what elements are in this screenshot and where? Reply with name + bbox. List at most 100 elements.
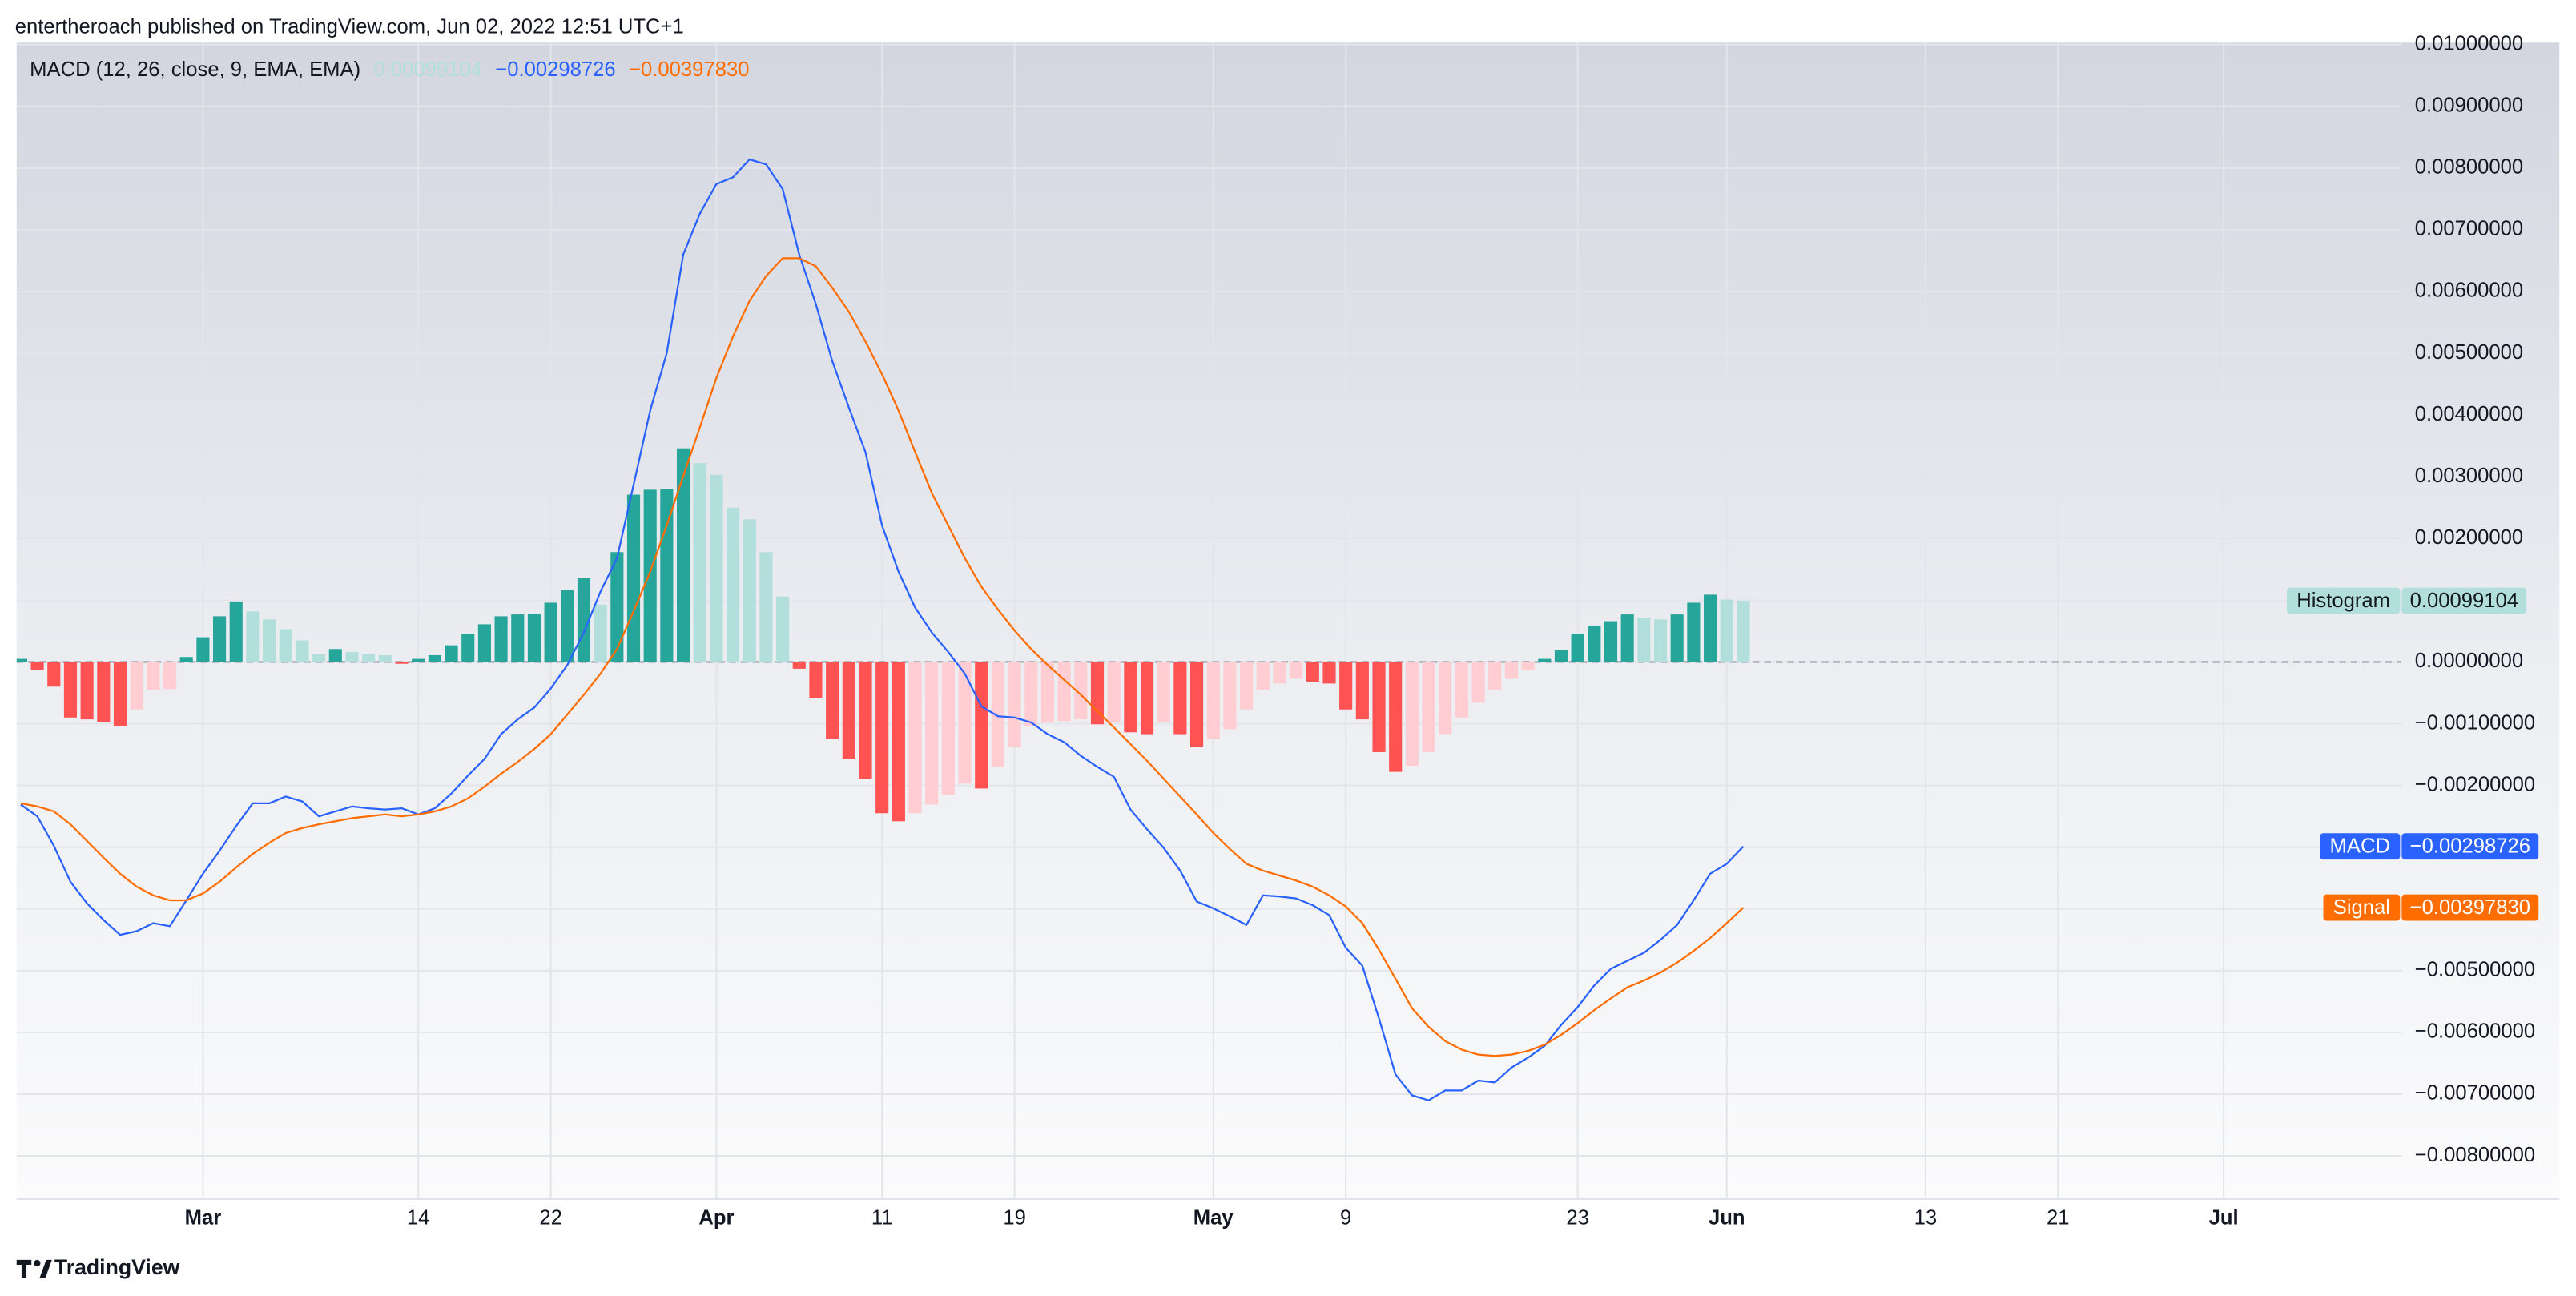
badge-value-box bbox=[2401, 833, 2539, 860]
histogram-bar bbox=[477, 624, 491, 662]
histogram-bar bbox=[1024, 662, 1038, 726]
plot bbox=[16, 158, 2402, 1101]
x-tick-label: Jun bbox=[1709, 1206, 1745, 1229]
badge-name: Signal bbox=[2333, 896, 2390, 919]
histogram-bar bbox=[626, 494, 641, 662]
histogram-bar bbox=[941, 662, 955, 795]
histogram-bar bbox=[163, 662, 177, 690]
legend-value: −0.00298726 bbox=[495, 58, 615, 81]
histogram-bar bbox=[1040, 662, 1055, 722]
histogram-bar bbox=[1256, 662, 1270, 690]
histogram-bar bbox=[1620, 614, 1634, 662]
badge-name-box bbox=[2286, 587, 2401, 614]
histogram-bar bbox=[1273, 662, 1286, 684]
histogram-bar bbox=[1571, 634, 1584, 662]
header-text: entertheroach published on TradingView.c… bbox=[15, 16, 684, 38]
histogram-bar bbox=[47, 662, 61, 687]
histogram-bar bbox=[1223, 662, 1237, 730]
histogram-bar bbox=[660, 489, 674, 662]
histogram-bar bbox=[1074, 662, 1088, 720]
histogram-bar bbox=[826, 662, 839, 739]
histogram-bar bbox=[1107, 662, 1121, 722]
histogram-bar bbox=[296, 640, 309, 662]
histogram-bar bbox=[1124, 662, 1137, 733]
badge-value-box bbox=[2401, 587, 2527, 614]
plot-background bbox=[16, 42, 2560, 1200]
histogram-bar bbox=[842, 662, 855, 759]
x-tick-label: Apr bbox=[698, 1206, 734, 1229]
logo-dot bbox=[34, 1259, 41, 1267]
histogram-bar bbox=[1057, 662, 1071, 722]
histogram-bar bbox=[975, 662, 988, 789]
histogram-bar bbox=[1455, 662, 1468, 718]
histogram-bar bbox=[1405, 662, 1419, 766]
badge-name: Histogram bbox=[2296, 590, 2390, 612]
badge-name-box bbox=[2323, 894, 2401, 921]
y-tick-label: 0.00600000 bbox=[2415, 280, 2523, 302]
histogram-bar bbox=[594, 604, 607, 662]
histogram-bar bbox=[179, 657, 193, 662]
footer-logo bbox=[16, 1259, 52, 1278]
series-line bbox=[20, 158, 1745, 1101]
histogram-bar bbox=[776, 596, 790, 662]
y-tick-label: −0.00100000 bbox=[2415, 711, 2535, 734]
histogram-bar bbox=[1653, 619, 1668, 662]
y-tick-label: 0.00800000 bbox=[2415, 156, 2523, 179]
histogram-bar bbox=[1637, 617, 1651, 662]
histogram-bar bbox=[958, 662, 972, 784]
histogram-bar bbox=[345, 652, 359, 662]
histogram-bar bbox=[1737, 601, 1750, 662]
histogram-bar bbox=[279, 629, 292, 662]
histogram-bar bbox=[80, 662, 94, 720]
histogram-bar bbox=[693, 463, 706, 662]
histogram-bar bbox=[246, 611, 260, 662]
histogram-bar bbox=[892, 662, 905, 822]
logo-mark bbox=[16, 1259, 32, 1278]
histogram-bar bbox=[378, 654, 392, 662]
histogram-bar bbox=[1604, 621, 1618, 662]
histogram-bar bbox=[1008, 662, 1021, 747]
histogram-bar bbox=[544, 602, 557, 662]
badge-name: MACD bbox=[2330, 835, 2390, 857]
histogram-bar bbox=[1422, 662, 1435, 752]
histogram-bar bbox=[859, 662, 872, 779]
y-tick-label: −0.00600000 bbox=[2415, 1020, 2535, 1043]
histogram-bar bbox=[494, 616, 508, 662]
legend: 0.00099104 −0.00298726 −0.00397830 bbox=[374, 58, 750, 81]
histogram-bar bbox=[1189, 662, 1204, 747]
histogram-bar bbox=[1372, 662, 1386, 752]
histogram-bar bbox=[561, 590, 574, 662]
x-tick-label: May bbox=[1193, 1206, 1234, 1229]
legend-value: 0.00099104 bbox=[374, 58, 482, 81]
histogram-bar bbox=[1670, 614, 1684, 662]
badge-name-box bbox=[2320, 833, 2401, 860]
histogram-bar bbox=[1290, 662, 1303, 679]
x-tick-label: Mar bbox=[185, 1206, 222, 1229]
badge-value-box bbox=[2401, 894, 2539, 921]
histogram-bar bbox=[312, 654, 326, 662]
histogram-bar bbox=[925, 662, 939, 805]
histogram-bar bbox=[875, 662, 889, 814]
histogram-bar bbox=[991, 662, 1004, 767]
histogram-bar bbox=[577, 578, 591, 662]
histogram-bar bbox=[527, 614, 541, 662]
x-tick-label: Jul bbox=[2209, 1206, 2239, 1229]
histogram-bar bbox=[610, 552, 624, 662]
axes: 0.01000000 0.00900000 0.00800000 0.00700000… bbox=[185, 32, 2539, 1229]
histogram-bar bbox=[727, 507, 740, 662]
y-tick-label: 0.00000000 bbox=[2415, 650, 2523, 672]
x-tick-label: 19 bbox=[1003, 1206, 1026, 1229]
histogram-bar bbox=[1720, 599, 1733, 662]
histogram-bar bbox=[1206, 662, 1220, 739]
histogram-bar bbox=[263, 619, 276, 662]
histogram-bar bbox=[16, 658, 27, 662]
price-badge: −0.00298726 MACD bbox=[2320, 833, 2539, 860]
histogram-bar bbox=[710, 474, 723, 662]
legend-value: −0.00397830 bbox=[629, 58, 749, 81]
y-tick-label: 0.00700000 bbox=[2415, 218, 2523, 240]
histogram-bar bbox=[63, 662, 78, 718]
histogram-bar bbox=[130, 662, 143, 710]
histogram-bar bbox=[511, 614, 525, 662]
badge-value: −0.00397830 bbox=[2410, 896, 2530, 919]
